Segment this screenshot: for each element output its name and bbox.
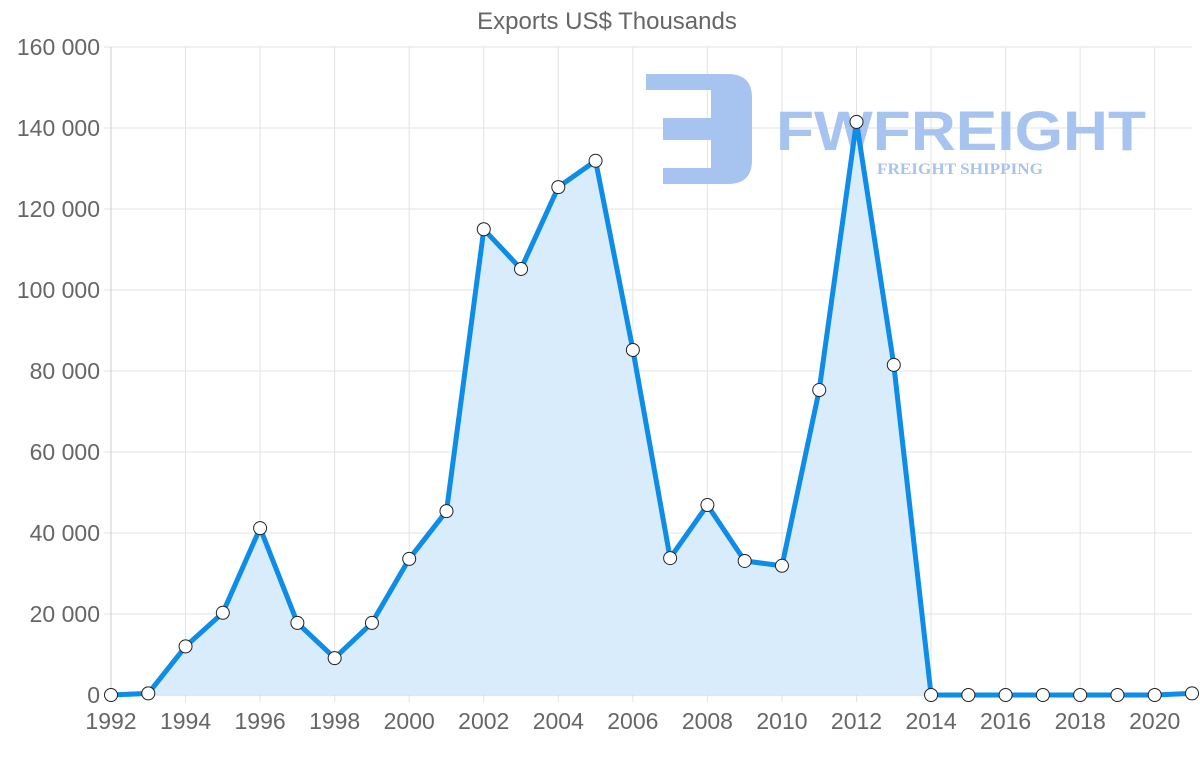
data-point[interactable] bbox=[476, 222, 491, 237]
data-point[interactable] bbox=[998, 688, 1013, 702]
watermark-tagline: FREIGHT SHIPPING bbox=[877, 161, 1044, 178]
data-point[interactable] bbox=[1185, 686, 1199, 701]
x-tick-label: 1994 bbox=[160, 708, 211, 734]
data-point[interactable] bbox=[104, 688, 118, 702]
x-tick-label: 1992 bbox=[85, 708, 136, 734]
data-point[interactable] bbox=[514, 261, 529, 276]
y-tick-label: 120 000 bbox=[17, 196, 100, 222]
data-point[interactable] bbox=[327, 651, 342, 666]
fwfreight-watermark: FWFREIGHT FREIGHT SHIPPING bbox=[646, 74, 1146, 184]
data-point[interactable] bbox=[141, 686, 156, 701]
x-tick-label: 2014 bbox=[905, 708, 956, 734]
y-tick-label: 60 000 bbox=[30, 439, 100, 465]
chart-title: Exports US$ Thousands bbox=[477, 8, 737, 35]
x-tick-label: 1998 bbox=[309, 708, 360, 734]
x-tick-label: 2002 bbox=[458, 708, 509, 734]
data-point[interactable] bbox=[961, 688, 976, 702]
data-point[interactable] bbox=[364, 615, 379, 630]
data-point[interactable] bbox=[700, 498, 715, 513]
data-point[interactable] bbox=[215, 605, 230, 620]
y-tick-label: 100 000 bbox=[17, 277, 100, 303]
data-point[interactable] bbox=[812, 383, 827, 398]
x-tick-label: 2016 bbox=[980, 708, 1031, 734]
fwfreight-logo-icon bbox=[646, 74, 752, 184]
data-point[interactable] bbox=[551, 180, 566, 195]
x-tick-label: 2010 bbox=[756, 708, 807, 734]
data-point[interactable] bbox=[849, 114, 864, 129]
series-area-fill bbox=[111, 121, 1192, 695]
y-axis-ticks: 0 20 000 40 000 60 000 80 000 100 000 120 000 1… bbox=[17, 34, 100, 708]
y-tick-label: 140 000 bbox=[17, 115, 100, 141]
x-tick-label: 2008 bbox=[682, 708, 733, 734]
data-point[interactable] bbox=[625, 342, 640, 357]
y-tick-label: 80 000 bbox=[30, 358, 100, 384]
data-points bbox=[104, 114, 1199, 702]
x-tick-label: 2006 bbox=[607, 708, 658, 734]
watermark-brand: FWFREIGHT bbox=[776, 99, 1146, 162]
data-point[interactable] bbox=[178, 639, 193, 654]
data-point[interactable] bbox=[1035, 688, 1050, 702]
x-tick-label: 2000 bbox=[384, 708, 435, 734]
data-point[interactable] bbox=[737, 553, 752, 568]
x-tick-label: 2012 bbox=[831, 708, 882, 734]
y-tick-label: 20 000 bbox=[30, 601, 100, 627]
data-point[interactable] bbox=[402, 551, 417, 566]
y-tick-label: 0 bbox=[87, 682, 100, 708]
x-axis-ticks: 1992 1994 1996 1998 2000 2002 2004 2006 2008 2010… bbox=[85, 708, 1180, 734]
y-tick-label: 160 000 bbox=[17, 34, 100, 60]
x-tick-label: 1996 bbox=[235, 708, 286, 734]
data-point[interactable] bbox=[924, 688, 939, 702]
data-point[interactable] bbox=[774, 558, 789, 573]
data-point[interactable] bbox=[253, 521, 268, 536]
data-point[interactable] bbox=[886, 357, 901, 372]
x-tick-label: 2020 bbox=[1129, 708, 1180, 734]
data-point[interactable] bbox=[663, 551, 678, 566]
data-point[interactable] bbox=[439, 504, 454, 519]
data-point[interactable] bbox=[1073, 688, 1088, 702]
data-point[interactable] bbox=[290, 615, 305, 630]
x-tick-label: 2018 bbox=[1055, 708, 1106, 734]
y-tick-label: 40 000 bbox=[30, 520, 100, 546]
data-point[interactable] bbox=[1110, 688, 1125, 702]
x-tick-label: 2004 bbox=[533, 708, 584, 734]
data-point[interactable] bbox=[588, 153, 603, 168]
data-point[interactable] bbox=[1147, 688, 1162, 702]
